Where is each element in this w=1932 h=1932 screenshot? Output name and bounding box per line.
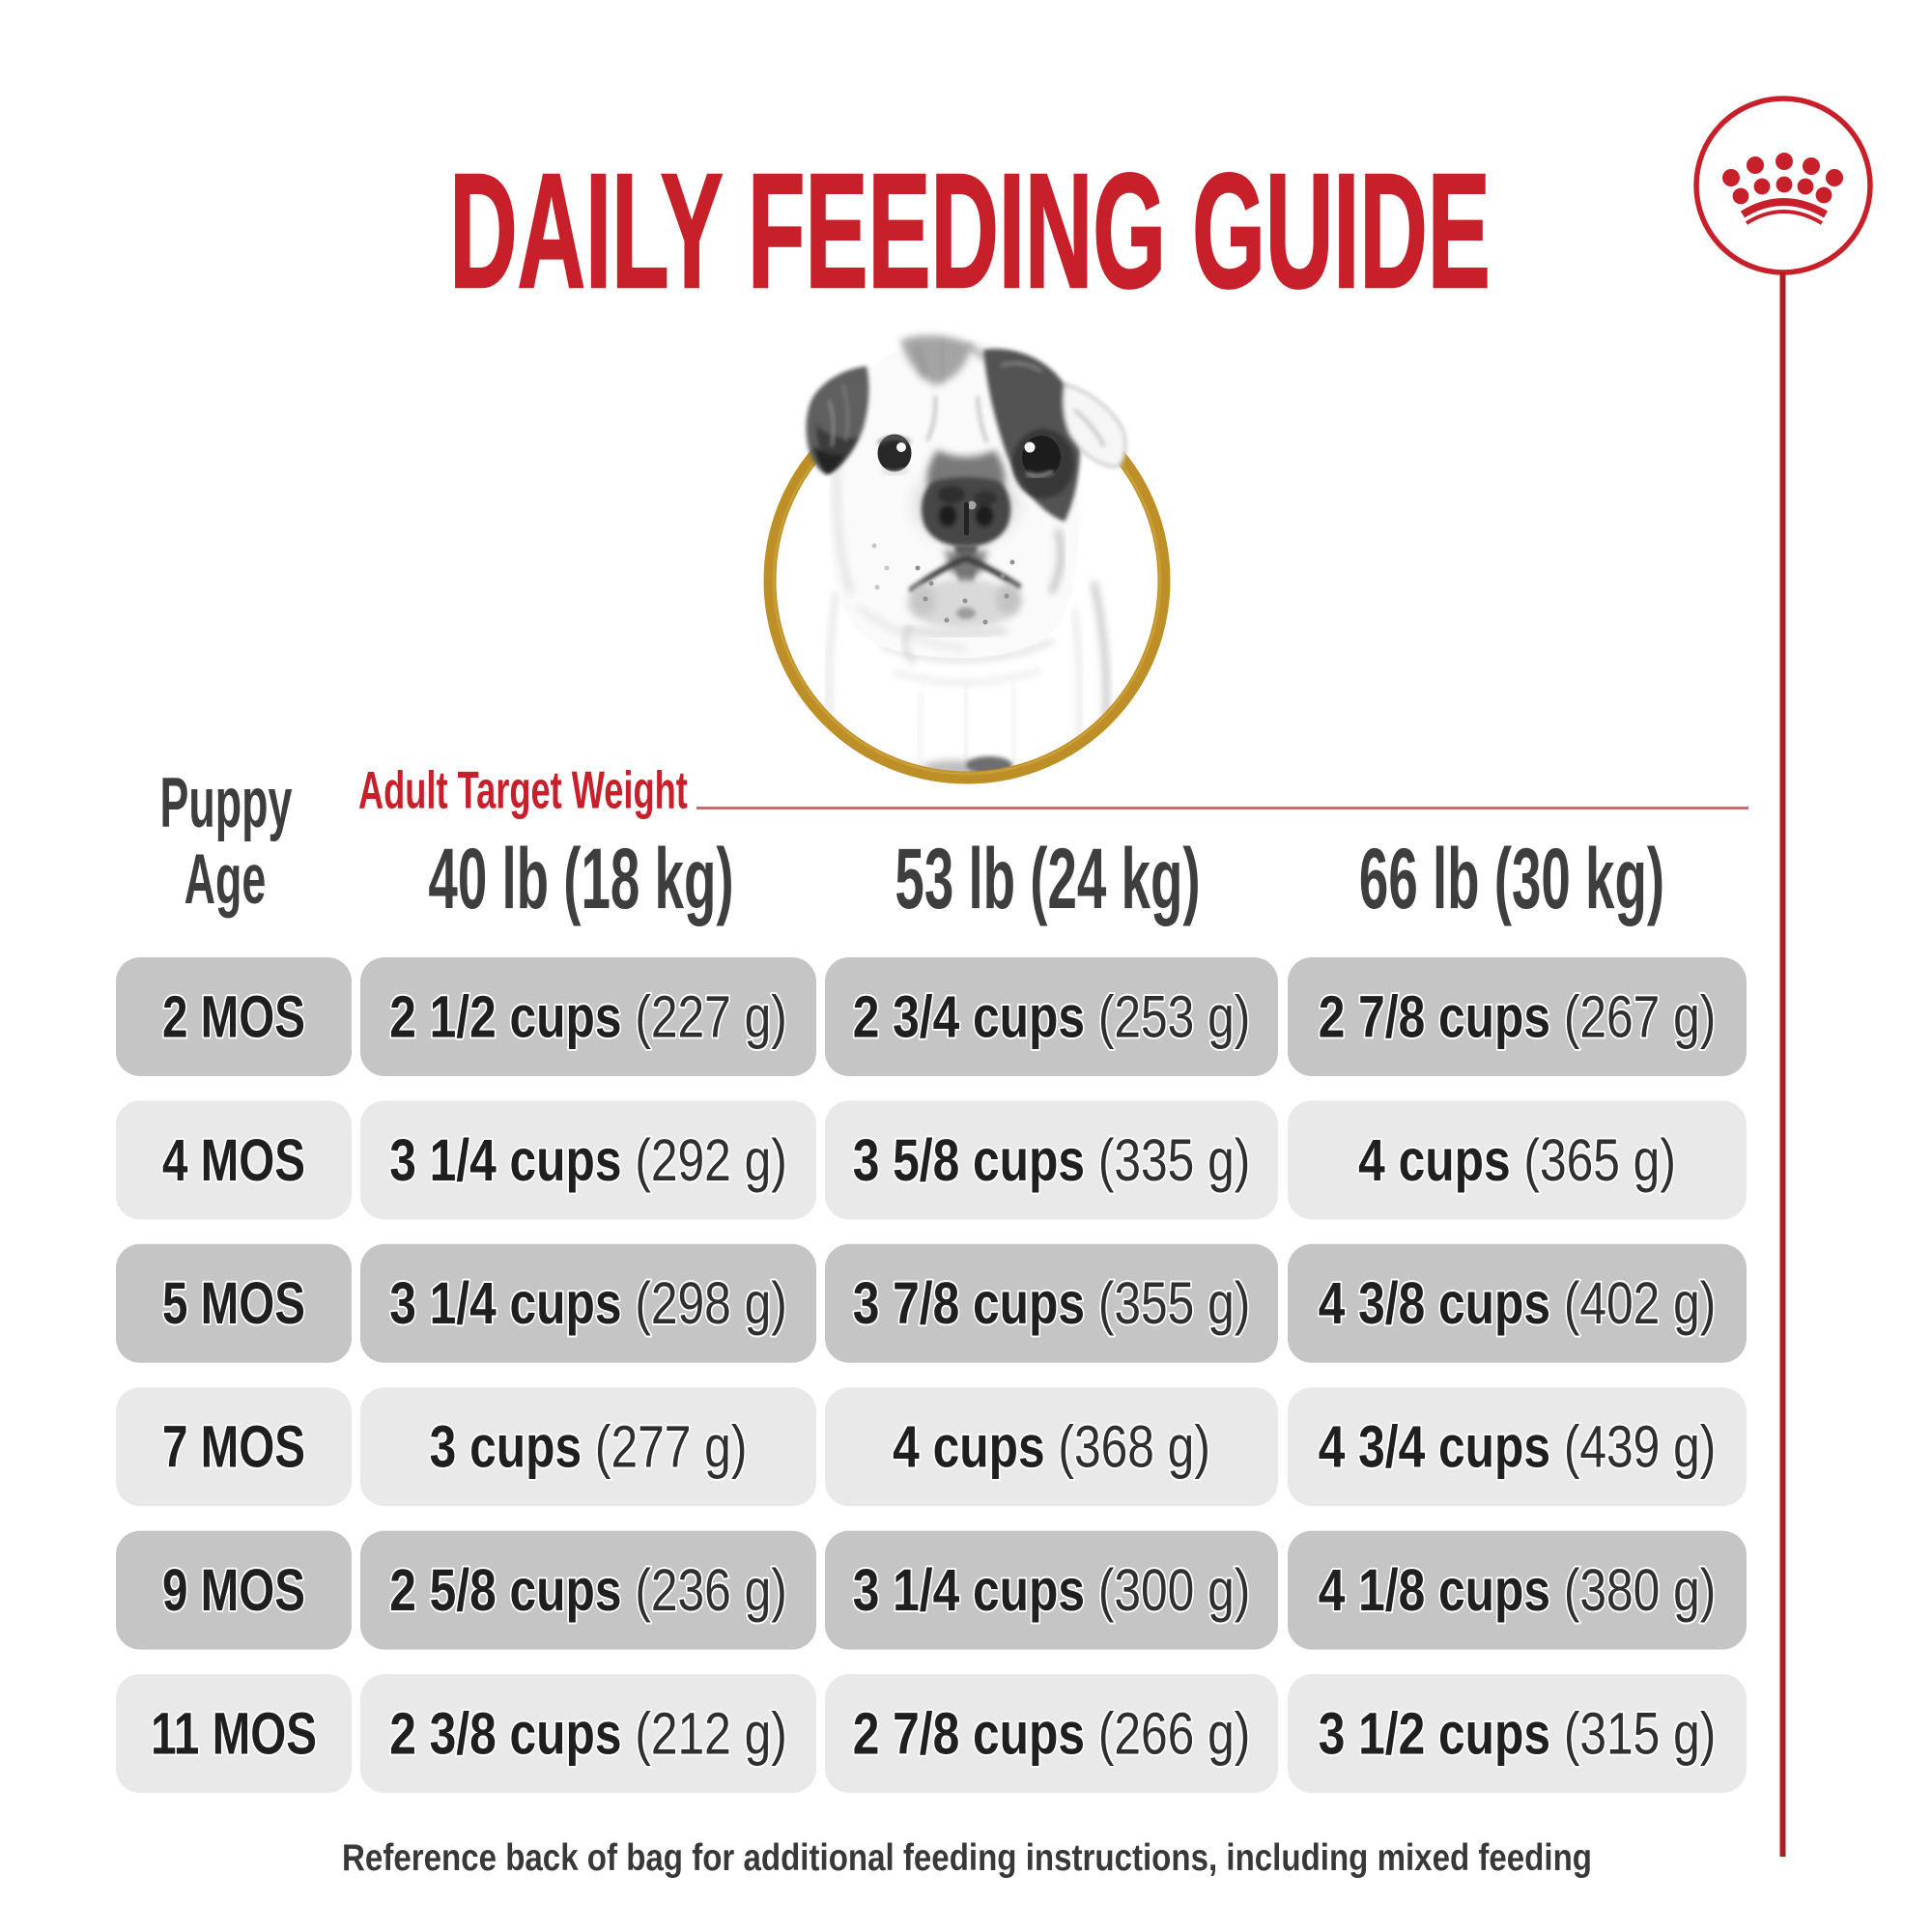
svg-text:5 MOS: 5 MOS — [162, 1269, 305, 1336]
svg-text:66 lb (30 kg): 66 lb (30 kg) — [1359, 830, 1664, 926]
svg-text:2 3/8 cups (212 g): 2 3/8 cups (212 g) — [389, 1701, 787, 1767]
svg-text:3 5/8 cups (335 g): 3 5/8 cups (335 g) — [853, 1127, 1251, 1193]
svg-text:2 1/2 cups (227 g): 2 1/2 cups (227 g) — [389, 984, 787, 1050]
svg-text:2 MOS: 2 MOS — [162, 983, 305, 1050]
svg-text:3 7/8 cups (355 g): 3 7/8 cups (355 g) — [853, 1270, 1251, 1336]
svg-text:3 1/4 cups (300 g): 3 1/4 cups (300 g) — [853, 1557, 1251, 1623]
svg-text:Adult Target Weight: Adult Target Weight — [358, 760, 688, 819]
svg-text:Puppy: Puppy — [160, 763, 293, 842]
svg-text:4 MOS: 4 MOS — [162, 1126, 305, 1193]
svg-text:4 1/8 cups (380 g): 4 1/8 cups (380 g) — [1319, 1557, 1717, 1623]
svg-text:2 3/4 cups (253 g): 2 3/4 cups (253 g) — [853, 984, 1251, 1050]
svg-text:7 MOS: 7 MOS — [162, 1413, 305, 1480]
svg-text:4 cups (368 g): 4 cups (368 g) — [893, 1414, 1210, 1480]
svg-text:3 1/4 cups (292 g): 3 1/4 cups (292 g) — [389, 1127, 787, 1193]
svg-text:2 7/8 cups (267 g): 2 7/8 cups (267 g) — [1319, 984, 1717, 1050]
svg-text:4 cups (365 g): 4 cups (365 g) — [1358, 1127, 1676, 1193]
svg-text:DAILY FEEDING GUIDE: DAILY FEEDING GUIDE — [449, 140, 1490, 323]
svg-text:4 3/8 cups (402 g): 4 3/8 cups (402 g) — [1319, 1270, 1717, 1336]
svg-text:3 1/2 cups (315 g): 3 1/2 cups (315 g) — [1319, 1701, 1717, 1767]
svg-text:4 3/4 cups (439 g): 4 3/4 cups (439 g) — [1319, 1414, 1717, 1480]
svg-text:3 cups (277 g): 3 cups (277 g) — [430, 1414, 748, 1480]
svg-text:2 7/8 cups (266 g): 2 7/8 cups (266 g) — [853, 1701, 1251, 1767]
svg-text:3 1/4 cups (298 g): 3 1/4 cups (298 g) — [389, 1270, 787, 1336]
svg-text:2 5/8 cups (236 g): 2 5/8 cups (236 g) — [389, 1557, 787, 1623]
svg-text:40 lb (18 kg): 40 lb (18 kg) — [428, 830, 733, 926]
svg-text:11 MOS: 11 MOS — [151, 1700, 317, 1767]
svg-text:Age: Age — [185, 839, 267, 919]
svg-text:Reference back of bag for addi: Reference back of bag for additional fee… — [342, 1835, 1592, 1878]
svg-text:53 lb (24 kg): 53 lb (24 kg) — [895, 830, 1200, 926]
svg-text:9 MOS: 9 MOS — [162, 1556, 305, 1623]
